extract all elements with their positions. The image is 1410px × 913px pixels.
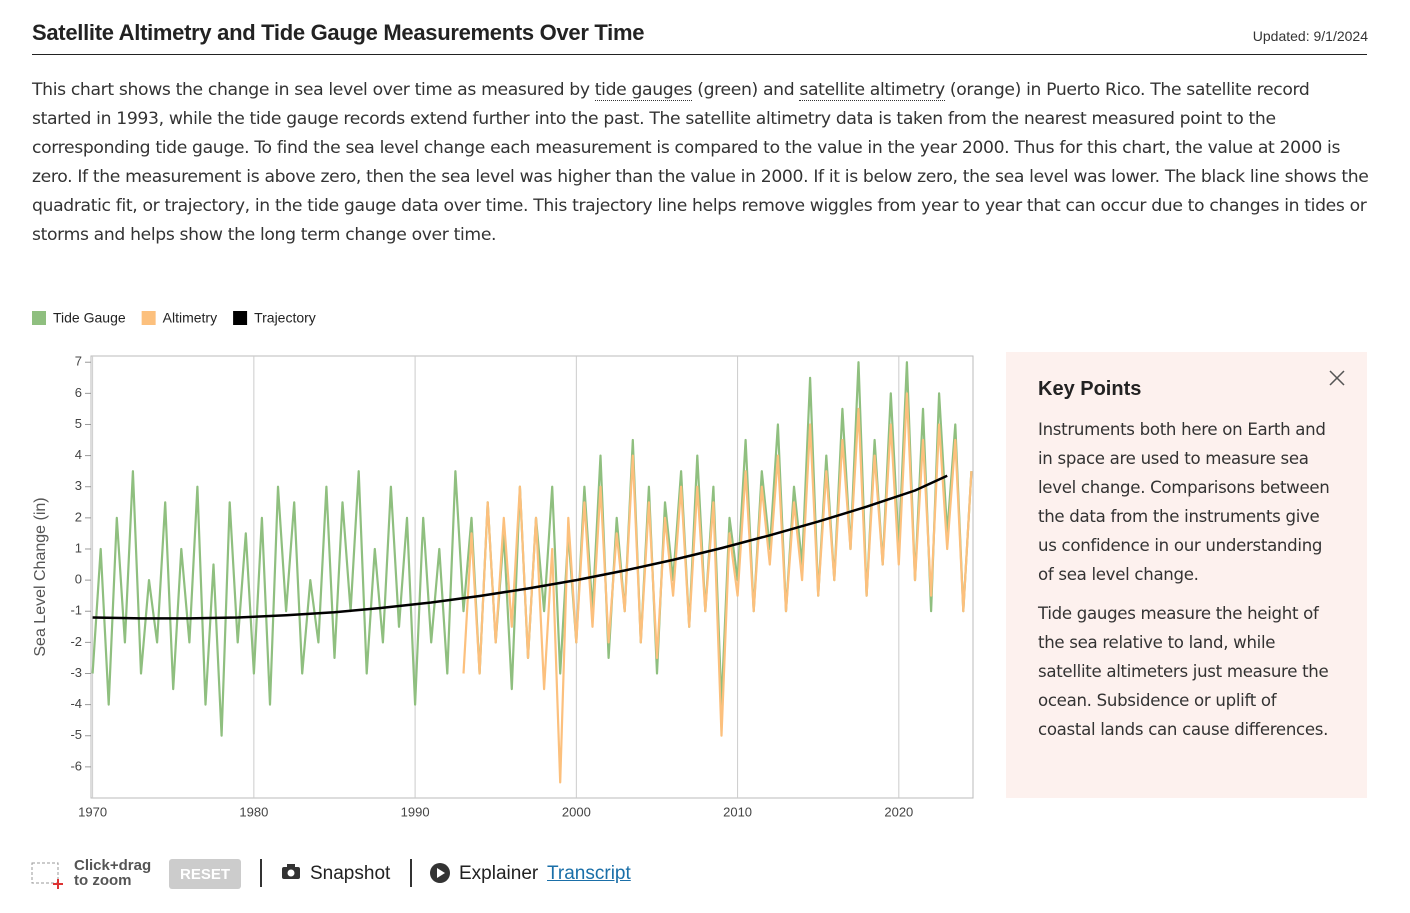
term[interactable]: tide gauges [594, 80, 693, 101]
x-tick-label: 2020 [884, 804, 913, 819]
legend-swatch [233, 311, 248, 325]
x-tick-label: 1990 [401, 804, 430, 819]
key-point: Instruments both here on Earth and in sp… [1038, 420, 1330, 584]
text: (orange) in Puerto Rico. The satellite r… [32, 80, 1369, 245]
legend-label: Trajectory [254, 310, 316, 326]
y-tick-label: 4 [75, 447, 82, 462]
toolbar: Click+drag to zoom RESET Snapshot Explain… [30, 855, 730, 895]
legend-swatch [141, 311, 156, 325]
updated-date: Updated: 9/1/2024 [1252, 28, 1368, 44]
key-points-panel: Key Points Instruments both here on Eart… [1006, 352, 1367, 798]
key-points-title: Key Points [1038, 378, 1142, 400]
divider [410, 859, 412, 887]
legend-label: Tide Gauge [53, 310, 126, 326]
series-line [92, 474, 948, 620]
zoom-icon [31, 862, 63, 889]
key-point: Tide gauges measure the height of the se… [1038, 604, 1329, 739]
y-tick-label: -4 [70, 696, 82, 711]
y-tick-label: 3 [75, 478, 82, 493]
y-tick-label: -1 [70, 603, 82, 618]
series-line [91, 361, 973, 737]
legend-label: Altimetry [163, 310, 217, 326]
x-tick-label: 1970 [78, 804, 107, 819]
y-tick-label: 6 [75, 385, 82, 400]
snapshot-button[interactable]: Snapshot [310, 863, 391, 884]
y-axis-label: Sea Level Change (in) [32, 497, 49, 656]
close-button[interactable] [1329, 370, 1345, 386]
series-line [462, 392, 973, 784]
legend-swatch [32, 311, 46, 325]
plot-frame [90, 355, 974, 799]
term[interactable]: satellite altimetry [799, 80, 945, 101]
play-icon [430, 863, 450, 883]
y-tick-label: -6 [70, 758, 82, 773]
y-tick-label: 2 [75, 509, 82, 524]
title: Satellite Altimetry and Tide Gauge Measu… [32, 20, 645, 45]
y-tick-label: 5 [75, 416, 82, 431]
camera-icon [282, 864, 300, 879]
y-tick-label: -5 [70, 727, 82, 742]
y-tick-label: 0 [75, 572, 82, 587]
transcript-link[interactable]: Transcript [547, 863, 631, 884]
x-tick-label: 2000 [562, 804, 591, 819]
zoom-hint: Click+drag to zoom [74, 858, 151, 888]
chart: Tide Gauge Altimetry Trajectory 1970 1980 199… [32, 310, 974, 819]
y-tick-label: 7 [75, 354, 82, 369]
explainer-button[interactable]: Explainer [459, 863, 539, 884]
text: (green) and [692, 80, 800, 100]
text: This chart shows the change in sea level… [32, 80, 595, 100]
title-rule [32, 54, 1367, 55]
zoom-hint-line: to zoom [74, 872, 132, 889]
y-tick-label: -2 [70, 634, 82, 649]
x-tick-label: 1980 [239, 804, 268, 819]
y-tick-label: 1 [75, 540, 82, 555]
description: This chart shows the change in sea level… [32, 76, 1372, 250]
x-tick-label: 2010 [723, 804, 752, 819]
divider [260, 859, 262, 887]
reset-button[interactable]: RESET [169, 859, 241, 889]
zoom-hint-line: Click+drag [74, 857, 152, 874]
y-tick-label: -3 [70, 665, 82, 680]
